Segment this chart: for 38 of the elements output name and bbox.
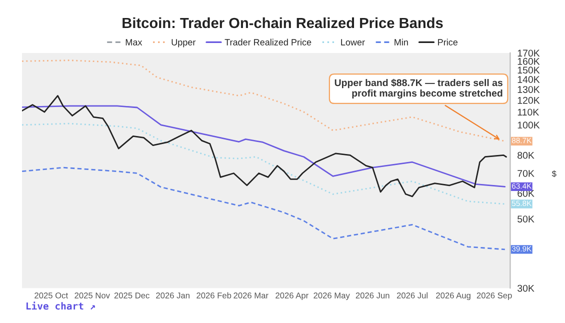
x-tick-label: 2025 Oct: [34, 292, 68, 298]
annotation: Upper band $88.7K — traders sell as profit margins become stretched: [334, 78, 502, 99]
legend-label: Trader Realized Price: [224, 38, 312, 46]
y-tick-label: 160K: [518, 58, 540, 65]
line-series: [22, 166, 506, 250]
legend-label: Upper: [172, 39, 196, 48]
line-series: [22, 60, 506, 142]
y-tick-label: 70K: [518, 170, 534, 177]
x-tick-label: 2026 Jul: [396, 292, 428, 298]
x-tick-label: 2026 Feb: [196, 292, 232, 298]
x-tick-label: 2026 Jun: [356, 292, 390, 298]
legend-label: Lower: [341, 39, 365, 46]
legend-label: Max: [126, 39, 142, 46]
x-tick-label: 2026 May: [314, 292, 350, 300]
y-tick-label: 130K: [518, 86, 540, 93]
y-tick-label: 140K: [518, 76, 540, 83]
y-tick-label: 30K: [518, 284, 534, 292]
y-tick-label: 50K: [518, 216, 534, 222]
x-tick-label: 2026 Apr: [276, 292, 308, 300]
x-tick-label: 2025 Nov: [74, 292, 110, 298]
y-tick-label: 110K: [518, 108, 540, 116]
legend-label: Min: [394, 38, 408, 46]
x-tick-label: 2026 Mar: [234, 292, 268, 298]
legend-label: Price: [438, 38, 458, 46]
y-tick-label: 120K: [518, 96, 540, 104]
chart-title: Bitcoin: Trader On-chain Realized Price Bands: [122, 17, 443, 28]
line-series: [22, 122, 506, 205]
text: Live chart ↗: [26, 302, 95, 310]
x-tick-label: 2025 Dec: [114, 292, 150, 298]
y-tick-label: 170K: [518, 50, 540, 57]
y-tick-label: 100K: [518, 122, 540, 129]
y-axis-title: $: [552, 170, 556, 178]
x-tick-label: 2026 Sep: [476, 292, 512, 300]
x-tick-label: 2026 Aug: [436, 292, 470, 300]
y-tick-label: 80K: [518, 152, 534, 159]
line-series: [22, 105, 506, 188]
x-tick-label: 2026 Jan: [156, 292, 190, 298]
y-tick-label: 150K: [518, 66, 540, 74]
